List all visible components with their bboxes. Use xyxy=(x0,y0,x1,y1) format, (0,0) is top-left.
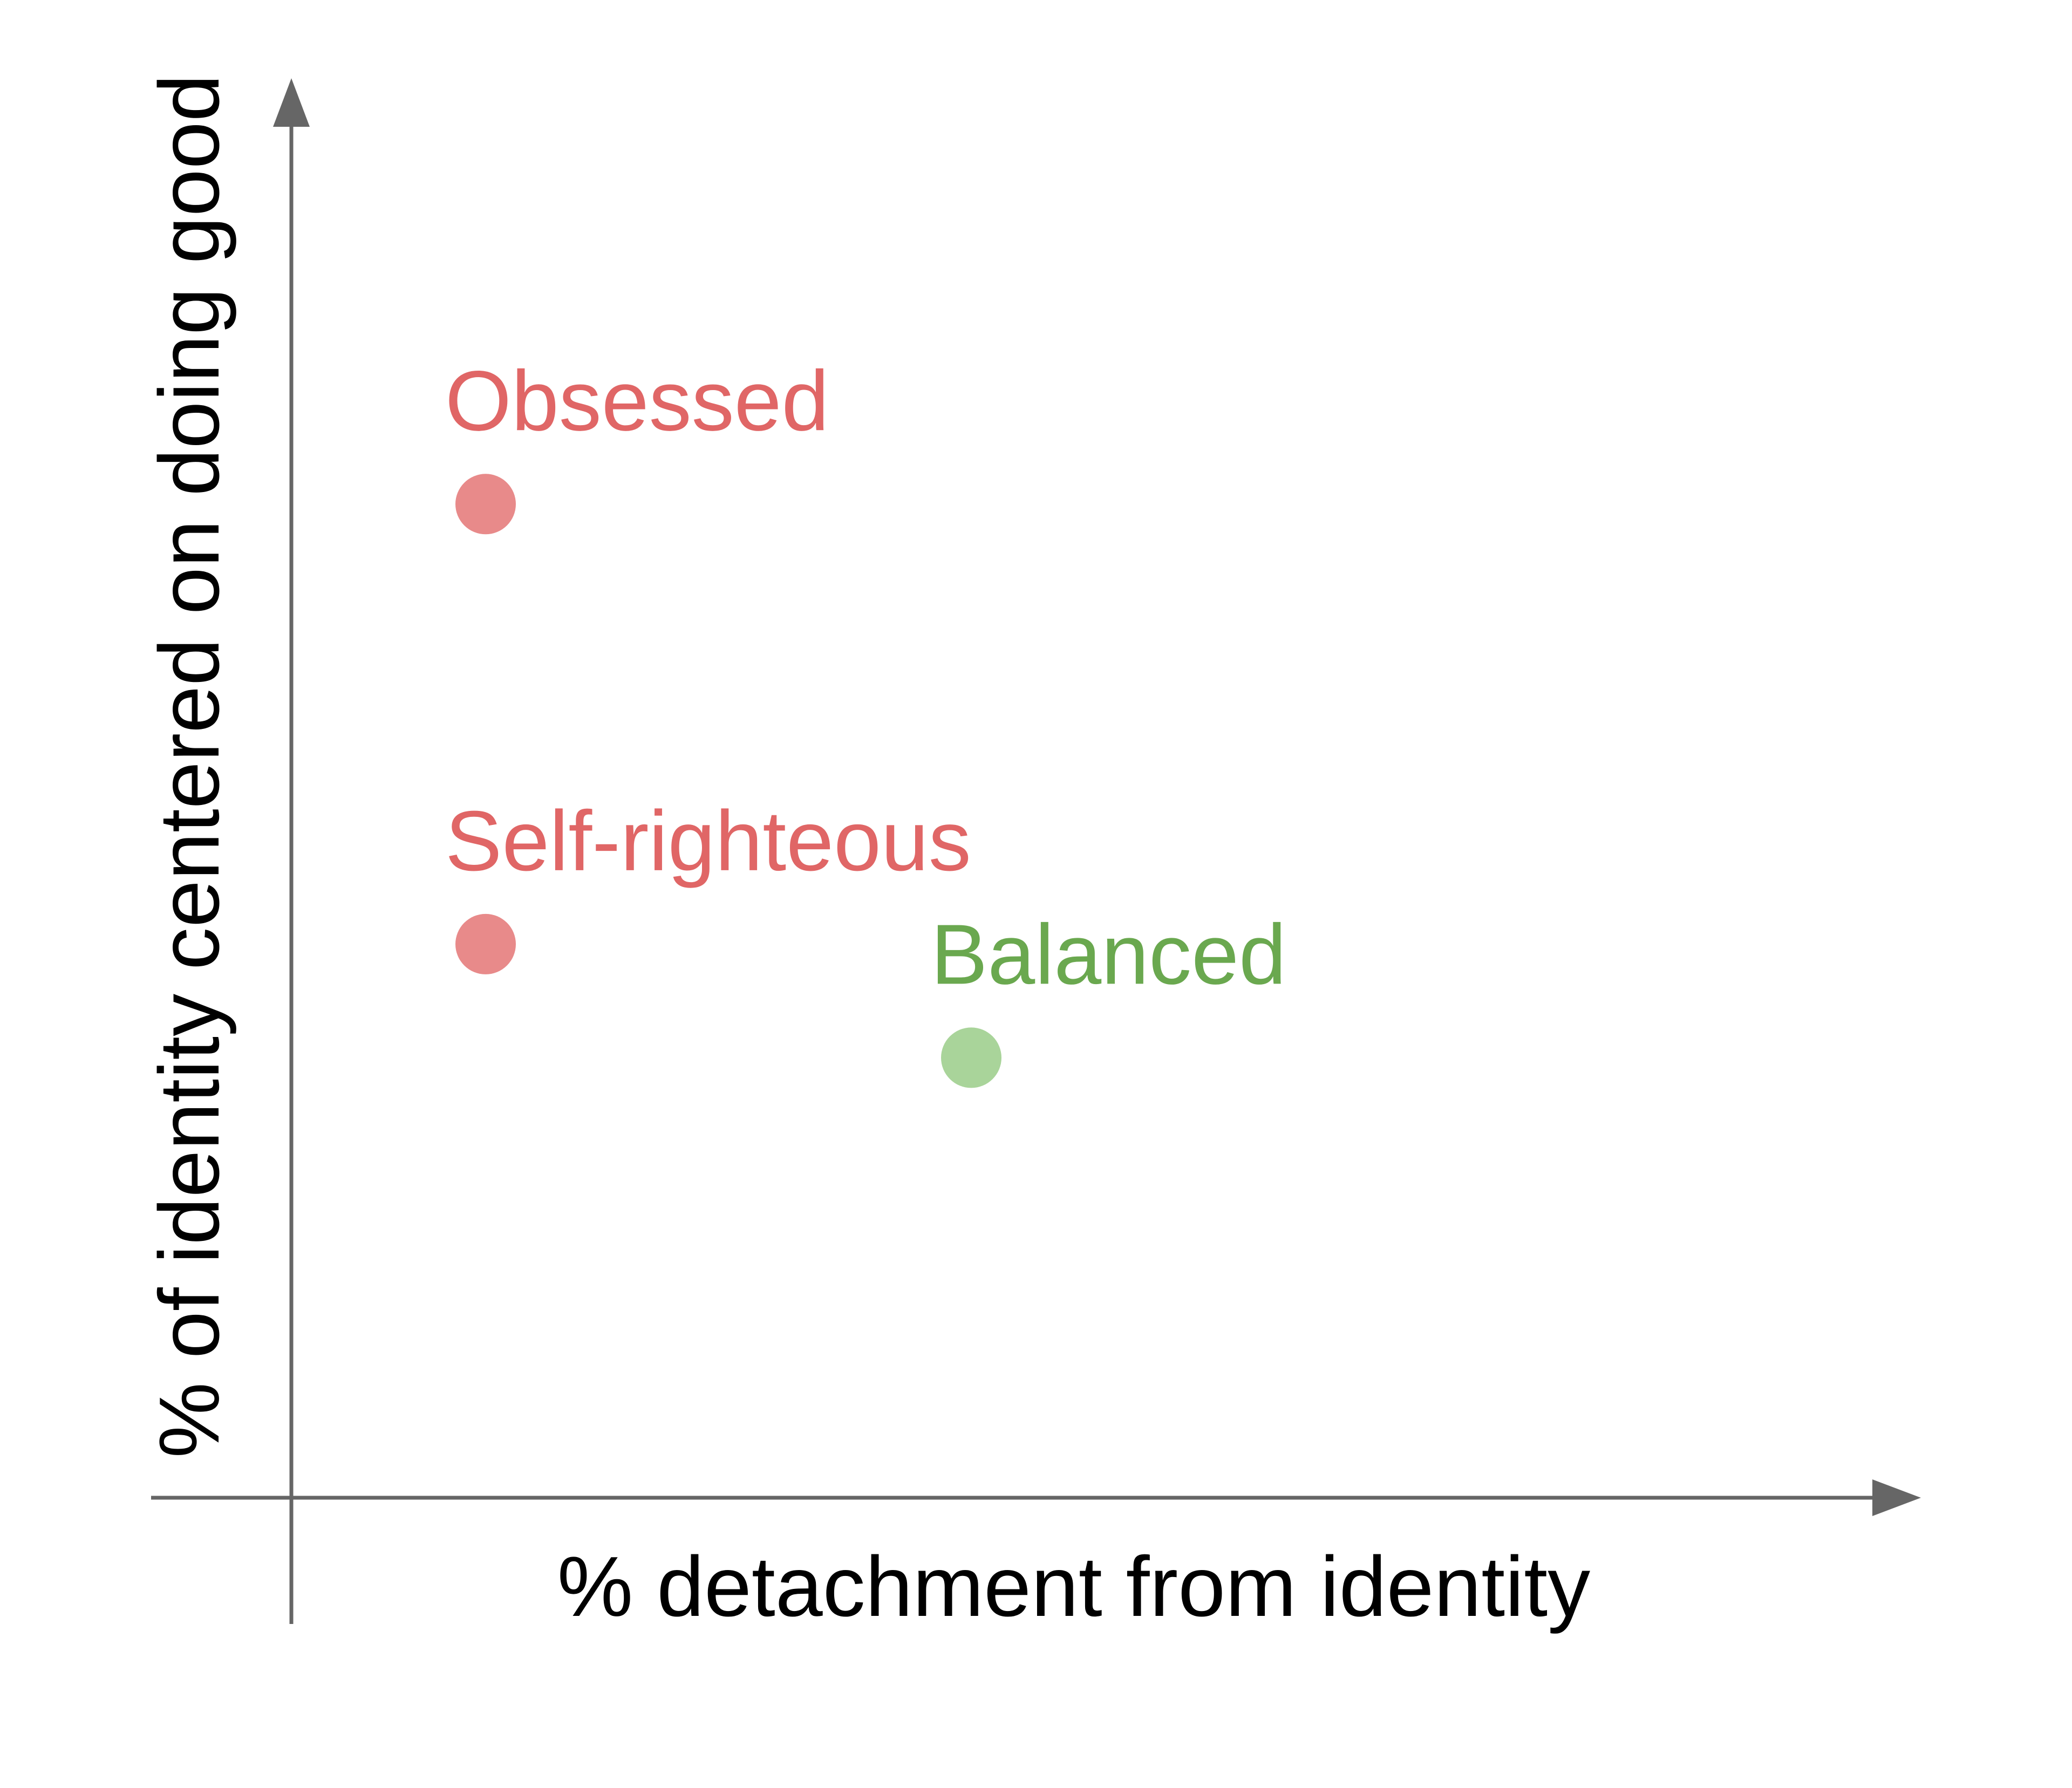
y-axis-arrow xyxy=(273,78,310,127)
x-axis-arrow xyxy=(1872,1479,1921,1516)
y-axis-title: % of identity centered on doing good xyxy=(142,74,237,1458)
point-label-self-righteous: Self-righteous xyxy=(445,794,971,889)
point-self-righteous xyxy=(455,913,516,974)
point-label-balanced: Balanced xyxy=(931,907,1286,1002)
data-marks: Obsessed Self-righteous Balanced xyxy=(445,353,1286,1088)
point-obsessed xyxy=(455,474,516,535)
x-axis-title: % detachment from identity xyxy=(557,1539,1590,1634)
point-balanced xyxy=(941,1027,1001,1088)
point-label-obsessed: Obsessed xyxy=(445,353,829,448)
